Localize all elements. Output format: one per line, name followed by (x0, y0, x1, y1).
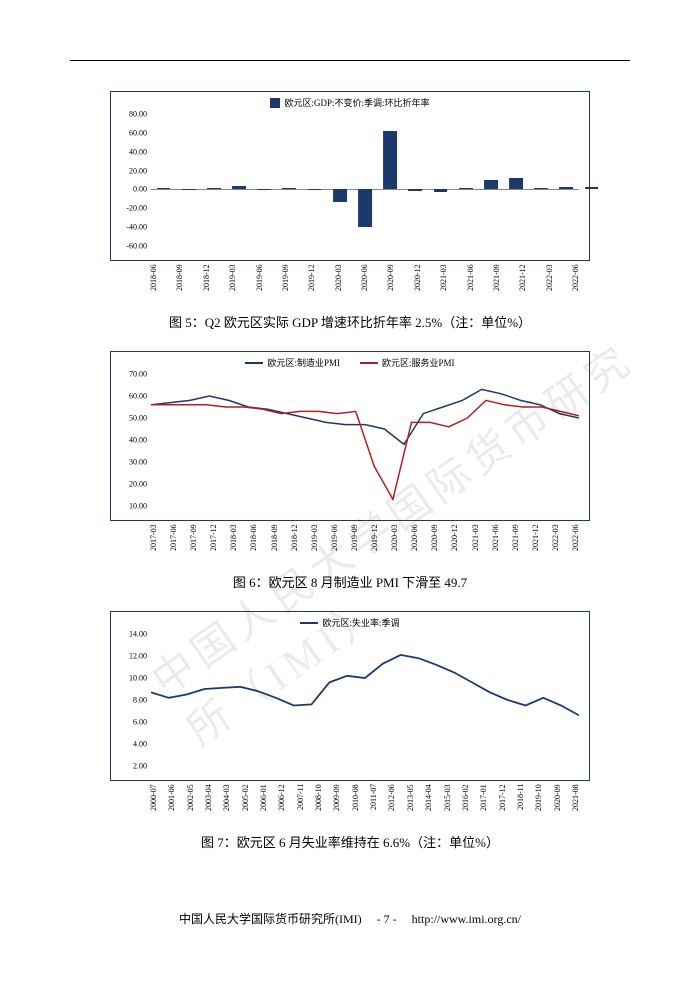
chart7-xaxis: 2000-072001-062002-052003-042004-032005-… (110, 784, 590, 826)
footer-page: - 7 - (377, 912, 397, 926)
chart5-legend-label: 欧元区:GDP:不变价:季调:环比折年率 (284, 96, 429, 109)
chart7-block: 欧元区:失业率:季调 14.0012.0010.008.006.004.002.… (110, 611, 590, 851)
chart5-plot (151, 114, 579, 246)
chart6: 欧元区:制造业PMI欧元区:服务业PMI 70.0060.0050.0040.0… (110, 351, 590, 521)
chart5-block: 欧元区:GDP:不变价:季调:环比折年率 80.0060.0040.0020.0… (110, 91, 590, 331)
chart7-plot (151, 634, 579, 766)
caption7: 图 7：欧元区 6 月失业率维持在 6.6%（注：单位%） (110, 832, 590, 851)
caption5: 图 5：Q2 欧元区实际 GDP 增速环比折年率 2.5%（注：单位%） (110, 312, 590, 331)
chart7-legend: 欧元区:失业率:季调 (111, 612, 589, 631)
chart6-legend: 欧元区:制造业PMI欧元区:服务业PMI (111, 352, 589, 371)
bar-swatch (270, 98, 280, 108)
footer-org: 中国人民大学国际货币研究所(IMI) (179, 912, 362, 926)
chart5: 欧元区:GDP:不变价:季调:环比折年率 80.0060.0040.0020.0… (110, 91, 590, 261)
chart5-legend: 欧元区:GDP:不变价:季调:环比折年率 (111, 92, 589, 111)
footer-url: http://www.imi.org.cn/ (412, 912, 521, 926)
chart5-xaxis: 2018-062018-092018-122019-032019-062019-… (110, 264, 590, 306)
chart7-legend-label: 欧元区:失业率:季调 (322, 616, 399, 629)
top-rule (70, 60, 630, 61)
caption6: 图 6：欧元区 8 月制造业 PMI 下滑至 49.7 (110, 572, 590, 591)
chart6-yaxis: 70.0060.0050.0040.0030.0020.0010.00 (113, 374, 149, 506)
line-swatch (300, 622, 318, 624)
chart6-plot (151, 374, 579, 506)
chart7: 欧元区:失业率:季调 14.0012.0010.008.006.004.002.… (110, 611, 590, 781)
chart6-xaxis: 2017-032017-062017-092017-122018-032018-… (110, 524, 590, 566)
chart5-yaxis: 80.0060.0040.0020.000.00-20.00-40.00-60.… (113, 114, 149, 246)
chart6-block: 欧元区:制造业PMI欧元区:服务业PMI 70.0060.0050.0040.0… (110, 351, 590, 591)
chart7-yaxis: 14.0012.0010.008.006.004.002.00 (113, 634, 149, 766)
footer: 中国人民大学国际货币研究所(IMI) - 7 - http://www.imi.… (70, 910, 630, 927)
